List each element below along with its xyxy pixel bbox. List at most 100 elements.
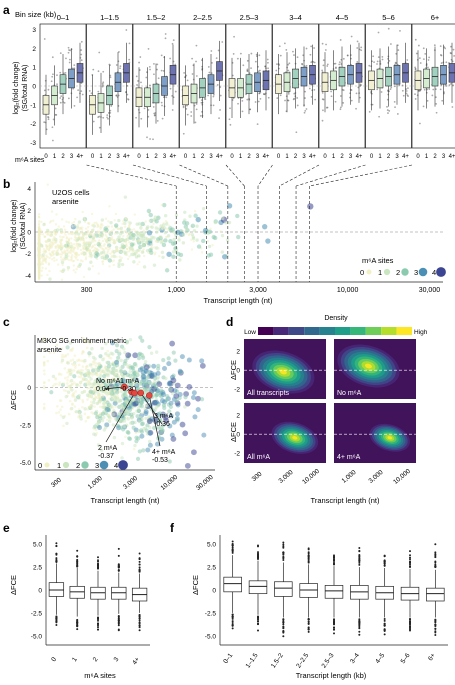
panel-f-outlier bbox=[333, 620, 335, 623]
panel-c-point bbox=[92, 360, 96, 363]
panel-b-point bbox=[46, 255, 49, 259]
panel-b-legend-swatch bbox=[366, 269, 372, 275]
panel-b-point bbox=[76, 223, 80, 226]
panel-a-point bbox=[376, 88, 379, 91]
panel-e-outlier bbox=[55, 542, 58, 545]
panel-a-point bbox=[444, 47, 447, 50]
panel-c-point bbox=[61, 337, 64, 341]
panel-c-point bbox=[144, 428, 149, 433]
panel-a-point bbox=[378, 115, 381, 118]
panel-a-point bbox=[185, 74, 188, 77]
panel-a-point bbox=[427, 66, 429, 69]
panel-a-point bbox=[171, 94, 174, 97]
panel-f-outlier bbox=[409, 556, 411, 559]
panel-e-outlier bbox=[97, 628, 99, 631]
panel-c-point bbox=[120, 441, 125, 446]
panel-f-outlier bbox=[231, 549, 234, 552]
panel-f-outlier bbox=[257, 618, 259, 621]
panel-c-annotation-value: -0.53 bbox=[152, 457, 168, 464]
panel-b-point bbox=[161, 227, 164, 231]
panel-a-point bbox=[210, 50, 213, 52]
panel-a-point bbox=[145, 76, 148, 79]
panel-c-point bbox=[125, 341, 129, 345]
panel-c-point bbox=[159, 426, 163, 431]
panel-b-point bbox=[178, 235, 181, 239]
panel-c-point bbox=[105, 379, 109, 384]
panel-b-point bbox=[52, 243, 55, 246]
panel-a-point bbox=[128, 61, 131, 64]
panel-b-treatment: arsenite bbox=[52, 197, 79, 206]
panel-a-point bbox=[229, 123, 232, 126]
panel-c-point bbox=[159, 436, 165, 442]
panel-b-point bbox=[37, 263, 41, 266]
panel-c-point bbox=[134, 435, 139, 440]
panel-c-point bbox=[42, 402, 46, 406]
panel-b-legend-label: 3 bbox=[414, 268, 418, 277]
panel-f-outlier bbox=[434, 563, 437, 566]
panel-e-xlabel: m⁶A sites bbox=[84, 671, 116, 680]
panel-a-site-tick: 1 bbox=[53, 154, 57, 160]
panel-b-point bbox=[67, 239, 70, 242]
panel-b-point bbox=[183, 210, 187, 214]
panel-b-point bbox=[76, 265, 79, 269]
panel-e-xtick: 3 bbox=[113, 656, 121, 663]
density-colorbar-segment bbox=[381, 327, 397, 335]
panel-a-point bbox=[80, 59, 83, 62]
density-panel-title: All transcripts bbox=[247, 390, 290, 397]
panel-a-point bbox=[295, 131, 298, 134]
panel-b-point bbox=[87, 267, 91, 271]
panel-f-outlier bbox=[434, 623, 437, 626]
panel-a-point bbox=[110, 105, 113, 107]
panel-c-point bbox=[131, 372, 136, 377]
panel-e-xtick: 4+ bbox=[131, 656, 141, 666]
panel-c-point bbox=[147, 345, 152, 350]
panel-b-point bbox=[156, 215, 161, 220]
panel-c-point bbox=[93, 379, 97, 383]
panel-c-point bbox=[195, 395, 201, 402]
panel-a-point bbox=[73, 64, 76, 67]
panel-b-point bbox=[82, 239, 86, 243]
panel-b-point bbox=[87, 222, 91, 225]
panel-c-point bbox=[108, 369, 112, 373]
panel-b-point bbox=[83, 216, 86, 219]
panel-a-point bbox=[428, 56, 431, 59]
panel-b-point bbox=[123, 221, 127, 226]
panel-a-point bbox=[372, 55, 375, 58]
panel-a-point bbox=[231, 74, 234, 77]
panel-a-point bbox=[240, 97, 243, 99]
panel-b-point bbox=[98, 239, 101, 242]
panel-c-point bbox=[114, 390, 120, 395]
panel-c-point bbox=[43, 372, 46, 376]
panel-b-point bbox=[105, 247, 108, 250]
panel-a-point bbox=[350, 35, 353, 38]
panel-c-legend-swatch bbox=[62, 461, 70, 469]
panel-a-point bbox=[73, 104, 76, 107]
panel-a-point bbox=[147, 109, 150, 111]
panel-c-point bbox=[58, 372, 61, 376]
panel-a-point bbox=[161, 117, 164, 120]
panel-c-point bbox=[192, 414, 198, 420]
panel-a-point bbox=[50, 80, 53, 83]
panel-b-point bbox=[149, 251, 154, 256]
panel-c-point bbox=[102, 415, 106, 420]
panel-a-site-tick: 1 bbox=[146, 154, 150, 160]
panel-f-outlier bbox=[231, 551, 234, 554]
panel-a-point bbox=[51, 56, 54, 59]
panel-a-point bbox=[138, 69, 141, 71]
panel-f-ylabel: ΔFCE bbox=[191, 575, 200, 595]
panel-a-point bbox=[322, 109, 324, 112]
panel-b-point bbox=[221, 216, 225, 221]
panel-a-site-tick: 3 bbox=[70, 154, 74, 160]
panel-c-point bbox=[101, 393, 104, 396]
panel-c-point bbox=[104, 406, 110, 412]
panel-a-site-tick: 2 bbox=[61, 154, 65, 160]
panel-b-point bbox=[50, 210, 54, 213]
panel-a-point bbox=[386, 109, 389, 111]
panel-b-point bbox=[54, 245, 58, 248]
panel-b-point bbox=[66, 230, 69, 234]
panel-c-point bbox=[72, 368, 76, 372]
panel-c-point bbox=[66, 371, 69, 374]
panel-a-site-tick: 0 bbox=[323, 154, 327, 160]
panel-a-point bbox=[296, 104, 299, 107]
panel-a-point bbox=[109, 76, 112, 79]
